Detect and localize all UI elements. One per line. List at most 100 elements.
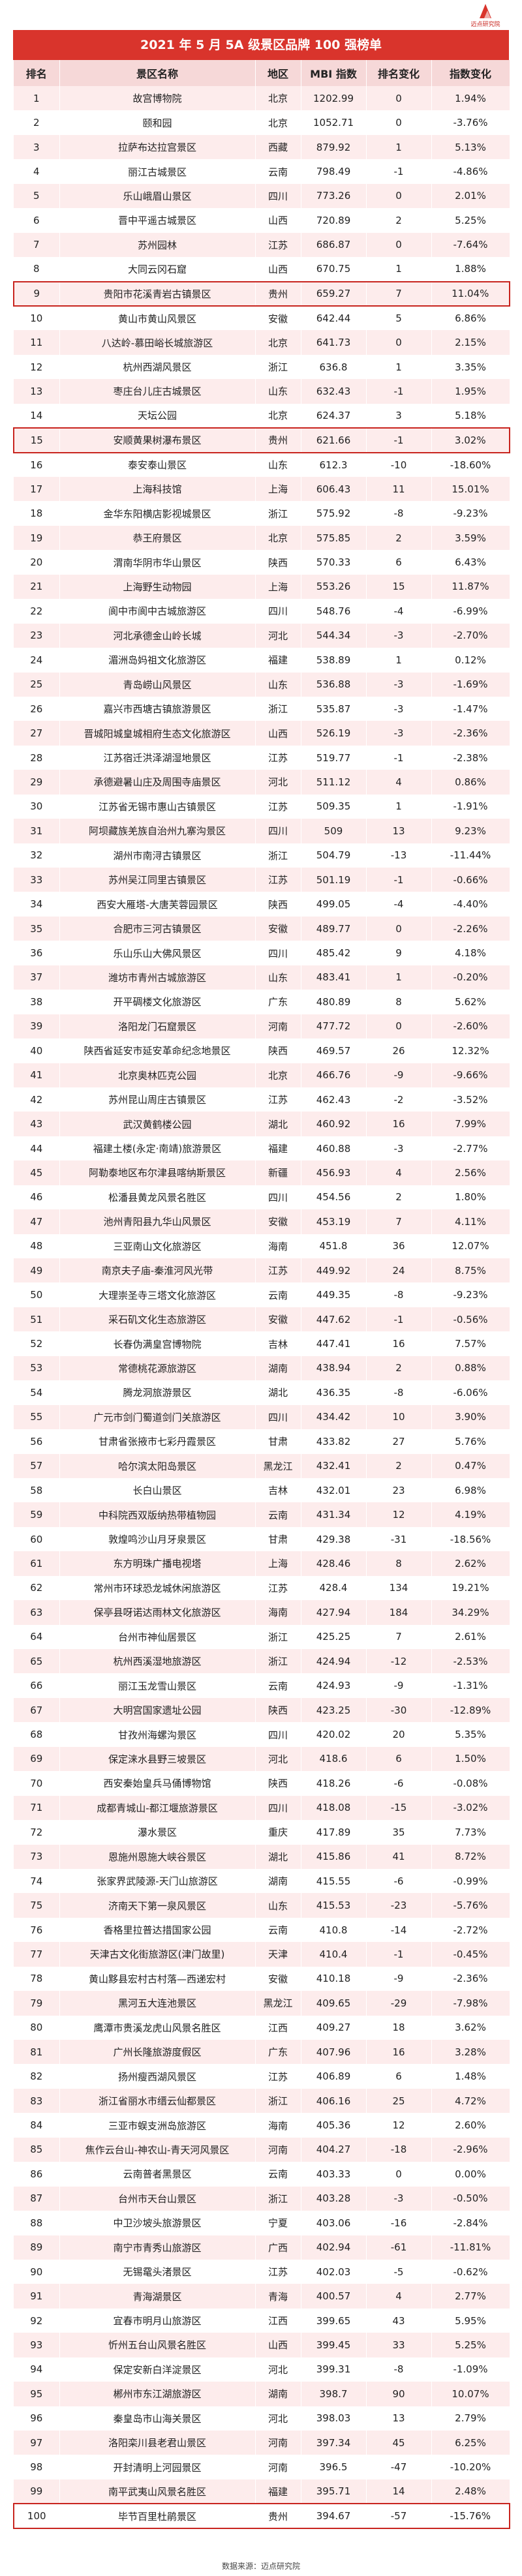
cell-region: 山西	[255, 257, 301, 282]
cell-index-change: -0.45%	[431, 1942, 510, 1967]
cell-mbi-index: 423.25	[301, 1697, 367, 1723]
cell-scenic-name: 洛阳龙门石窟景区	[59, 1014, 256, 1039]
cell-rank: 72	[14, 1820, 60, 1845]
cell-region: 浙江	[255, 696, 301, 721]
cell-rank: 2	[14, 110, 60, 135]
cell-mbi-index: 432.41	[301, 1453, 367, 1478]
cell-region: 贵州	[255, 280, 301, 307]
cell-region: 河南	[255, 2455, 301, 2479]
cell-index-change: 5.18%	[431, 403, 510, 429]
cell-rank: 41	[14, 1063, 60, 1087]
table-row: 64 台州市神仙居景区 浙江 425.25 7 2.61%	[14, 1624, 510, 1649]
cell-rank-change: 8	[366, 1551, 432, 1576]
table-row: 37 潍坊市青州古城旅游区 山东 483.41 1 -0.20%	[14, 965, 510, 990]
cell-scenic-name: 苏州吴江同里古镇景区	[59, 868, 256, 892]
cell-region: 陕西	[255, 1038, 301, 1063]
table-row: 27 晋城阳城皇城相府生态文化旅游区 山西 526.19 -3 -2.36%	[14, 721, 510, 746]
cell-scenic-name: 乐山乐山大佛风景区	[59, 941, 256, 965]
cell-region: 江西	[255, 2308, 301, 2333]
cell-rank: 58	[14, 1477, 60, 1503]
cell-rank-change: 1	[366, 965, 432, 990]
cell-rank-change: 4	[366, 770, 432, 795]
cell-rank-change: 184	[366, 1600, 432, 1625]
cell-index-change: 2.01%	[431, 183, 510, 209]
cell-rank-change: 8	[366, 990, 432, 1014]
cell-mbi-index: 538.89	[301, 648, 367, 673]
table-row: 60 敦煌鸣沙山月牙泉景区 甘肃 429.38 -31 -18.56%	[14, 1526, 510, 1552]
cell-scenic-name: 西安大雁塔-大唐芙蓉园景区	[59, 892, 256, 917]
cell-rank: 10	[14, 305, 60, 331]
cell-mbi-index: 434.42	[301, 1404, 367, 1430]
cell-index-change: 6.86%	[431, 305, 510, 331]
cell-mbi-index: 429.38	[301, 1526, 367, 1552]
cell-rank: 49	[14, 1258, 60, 1283]
cell-index-change: 7.73%	[431, 1820, 510, 1845]
cell-rank-change: -1	[366, 868, 432, 892]
cell-rank: 40	[14, 1038, 60, 1063]
cell-rank-change: 12	[366, 2113, 432, 2138]
table-row: 17 上海科技馆 上海 606.43 11 15.01%	[14, 477, 510, 502]
cell-rank: 54	[14, 1380, 60, 1405]
table-row: 61 东方明珠广播电视塔 上海 428.46 8 2.62%	[14, 1551, 510, 1576]
cell-region: 四川	[255, 941, 301, 965]
cell-rank-change: -57	[366, 2503, 432, 2529]
cell-rank-change: -8	[366, 1380, 432, 1405]
cell-region: 云南	[255, 1917, 301, 1943]
cell-rank: 75	[14, 1893, 60, 1918]
cell-rank-change: -2	[366, 1087, 432, 1112]
cell-index-change: 3.28%	[431, 2040, 510, 2065]
table-row: 23 河北承德金山岭长城 河北 544.34 -3 -2.70%	[14, 623, 510, 648]
cell-mbi-index: 433.82	[301, 1429, 367, 1454]
cell-region: 安徽	[255, 1209, 301, 1234]
cell-scenic-name: 天坛公园	[59, 403, 256, 429]
table-row: 82 扬州瘦西湖风景区 江苏 406.89 6 1.48%	[14, 2064, 510, 2089]
cell-region: 江苏	[255, 2064, 301, 2089]
cell-scenic-name: 秦皇岛市山海关景区	[59, 2406, 256, 2431]
cell-rank-change: -4	[366, 599, 432, 624]
cell-scenic-name: 广州长隆旅游度假区	[59, 2040, 256, 2065]
cell-rank: 43	[14, 1112, 60, 1136]
cell-scenic-name: 腾龙洞旅游景区	[59, 1380, 256, 1405]
cell-index-change: -2.36%	[431, 721, 510, 746]
cell-scenic-name: 苏州园林	[59, 232, 256, 258]
cell-rank-change: -1	[366, 427, 432, 453]
cell-region: 北京	[255, 1063, 301, 1087]
cell-index-change: 0.00%	[431, 2162, 510, 2187]
cell-rank-change: -4	[366, 892, 432, 917]
cell-mbi-index: 417.89	[301, 1820, 367, 1845]
cell-rank-change: 16	[366, 2040, 432, 2065]
cell-rank: 91	[14, 2284, 60, 2309]
cell-region: 江苏	[255, 868, 301, 892]
cell-rank: 73	[14, 1844, 60, 1869]
table-row: 93 忻州五台山风景名胜区 山西 399.45 33 5.25%	[14, 2333, 510, 2357]
cell-rank: 62	[14, 1575, 60, 1601]
cell-rank-change: 6	[366, 1746, 432, 1772]
cell-index-change: 7.99%	[431, 1112, 510, 1136]
cell-region: 安徽	[255, 916, 301, 941]
cell-index-change: 1.48%	[431, 2064, 510, 2089]
cell-rank: 90	[14, 2259, 60, 2284]
cell-region: 四川	[255, 183, 301, 209]
cell-scenic-name: 晋中平遥古城景区	[59, 208, 256, 233]
table-row: 90 无锡鼋头渚景区 江苏 402.03 -5 -0.62%	[14, 2259, 510, 2284]
cell-index-change: -11.44%	[431, 843, 510, 868]
cell-rank-change: 0	[366, 232, 432, 258]
cell-rank-change: -31	[366, 1526, 432, 1552]
cell-region: 上海	[255, 477, 301, 502]
cell-scenic-name: 大明宫国家遗址公园	[59, 1697, 256, 1723]
cell-region: 湖南	[255, 1868, 301, 1894]
cell-rank: 79	[14, 1991, 60, 2016]
cell-region: 山东	[255, 379, 301, 404]
cell-rank-change: -29	[366, 1991, 432, 2016]
cell-region: 贵州	[255, 427, 301, 453]
table-row: 13 枣庄台儿庄古城景区 山东 632.43 -1 1.95%	[14, 379, 510, 404]
cell-scenic-name: 武汉黄鹤楼公园	[59, 1112, 256, 1136]
cell-rank-change: 15	[366, 574, 432, 599]
cell-index-change: -0.56%	[431, 1307, 510, 1332]
cell-index-change: 4.18%	[431, 941, 510, 965]
cell-mbi-index: 399.65	[301, 2308, 367, 2333]
cell-scenic-name: 成都青城山-都江堰旅游景区	[59, 1795, 256, 1821]
cell-mbi-index: 659.27	[301, 280, 367, 307]
cell-index-change: 1.88%	[431, 257, 510, 282]
cell-scenic-name: 潍坊市青州古城旅游区	[59, 965, 256, 990]
